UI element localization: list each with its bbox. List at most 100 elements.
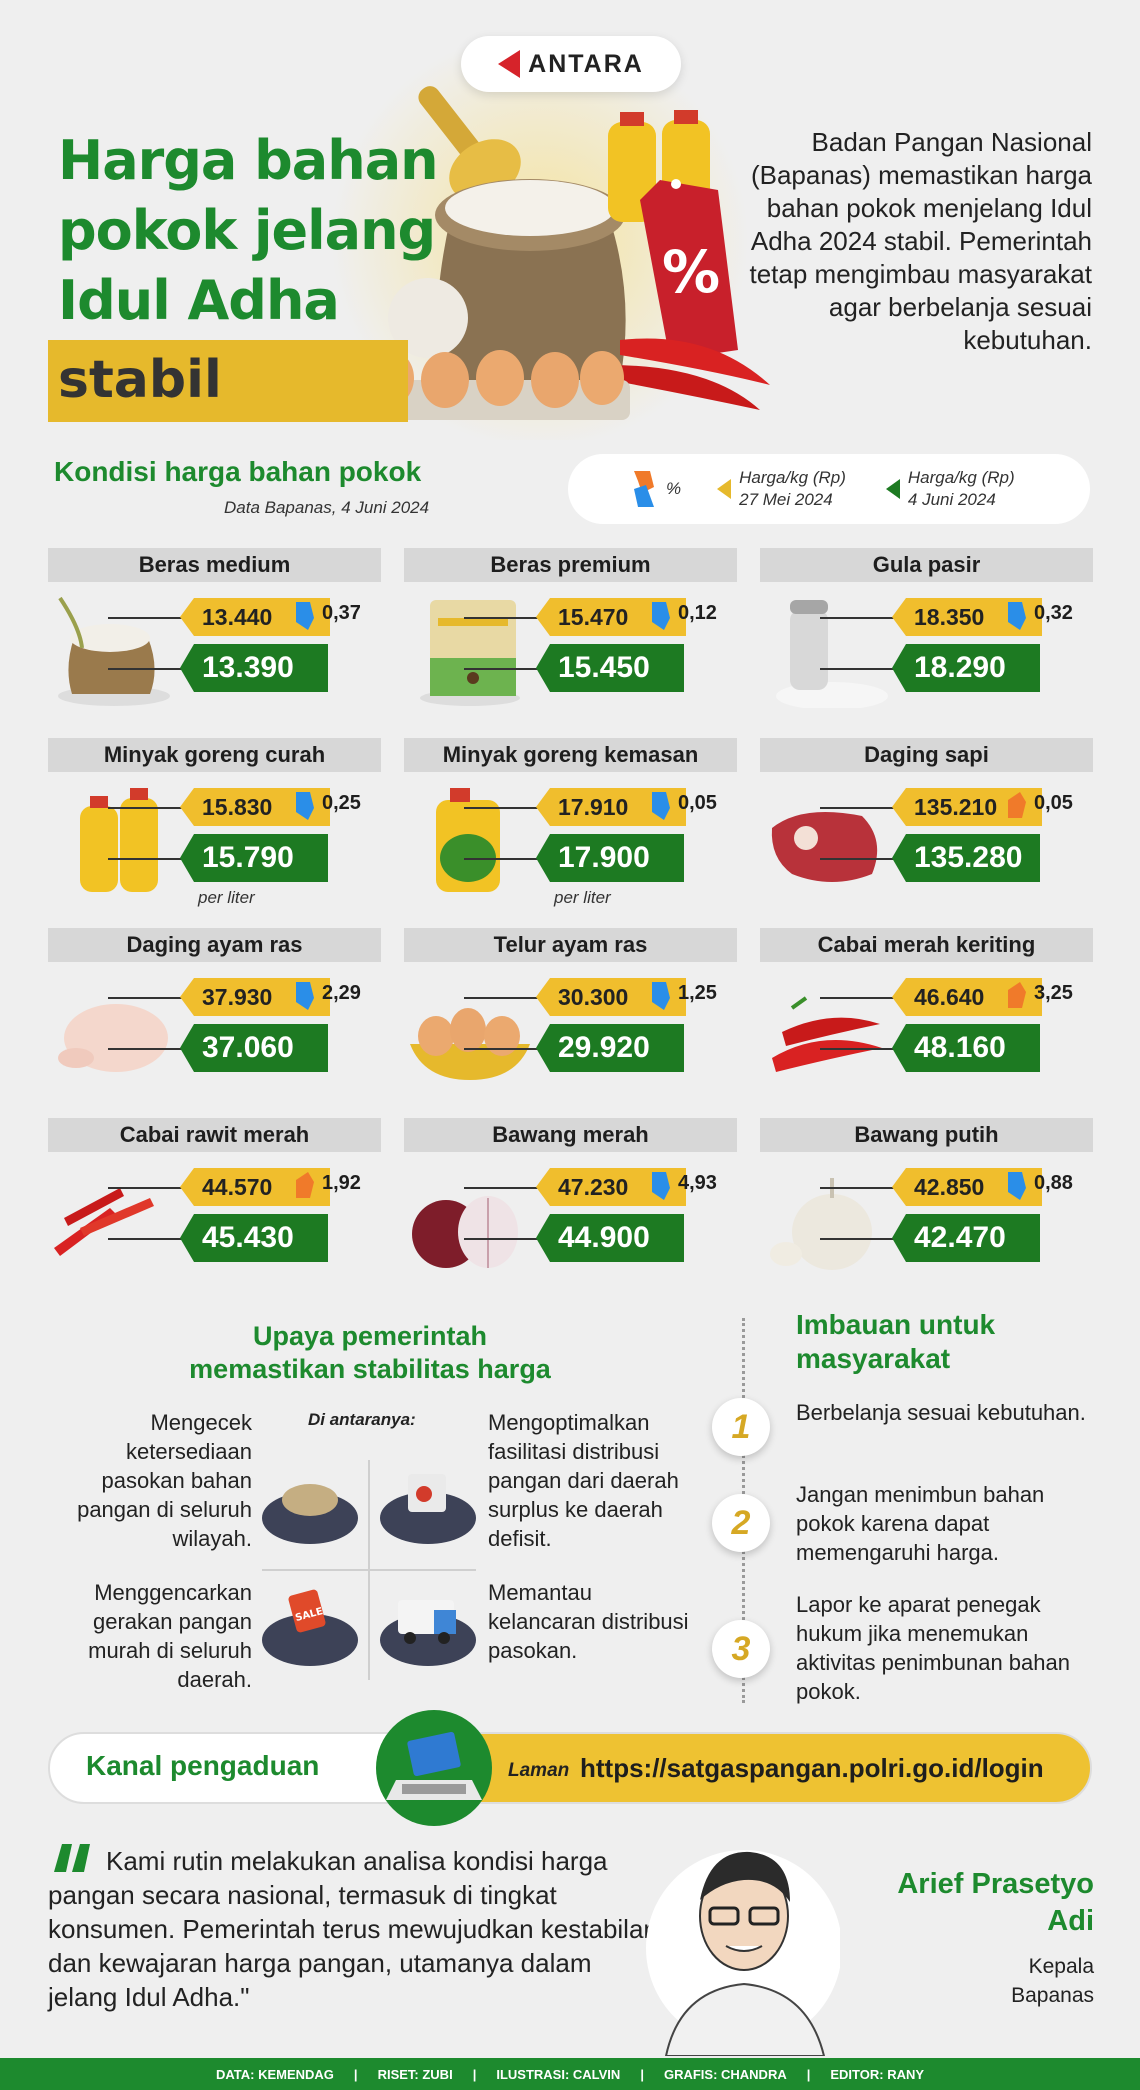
change-percent: 0,88 <box>1034 1172 1073 1194</box>
new-price: 135.280 <box>892 834 1040 882</box>
highlight-bar <box>48 340 408 422</box>
commodity-card: Telur ayam ras 30.300 29.920 1,25 <box>404 928 737 1098</box>
commodity-card: Gula pasir 18.350 18.290 0,32 <box>760 548 1093 718</box>
rice-sack-icon <box>58 596 170 706</box>
new-price: 29.920 <box>536 1024 684 1072</box>
change-percent: 0,12 <box>678 602 717 624</box>
commodity-name: Minyak goreng curah <box>48 738 381 772</box>
commodity-name: Bawang merah <box>404 1118 737 1152</box>
credits-footer: DATA: KEMENDAG | RISET: ZUBI | ILUSTRASI… <box>0 2058 1140 2090</box>
upaya-subtitle: Di antaranya: <box>308 1410 416 1429</box>
imbauan-item-2: Jangan menimbun bahan pokok karena dapat… <box>796 1482 1045 1565</box>
change-percent: 0,05 <box>678 792 717 814</box>
chili-icon <box>620 338 770 385</box>
new-price: 15.790 <box>180 834 328 882</box>
upaya-point-4: Memantau kelancaran distribusi pasokan. <box>488 1580 689 1663</box>
change-percent: 1,92 <box>322 1172 361 1194</box>
section-title-kondisi: Kondisi harga bahan pokok <box>54 456 422 487</box>
curly-chili-icon <box>772 996 882 1072</box>
commodity-name: Telur ayam ras <box>404 928 737 962</box>
complaint-channel-label: Kanal pengaduan <box>86 1750 320 1781</box>
commodity-name: Cabai merah keriting <box>760 928 1093 962</box>
distribution-map-icon <box>380 1474 476 1544</box>
commodity-card: Cabai rawit merah 44.570 45.430 1,92 <box>48 1118 381 1288</box>
new-price: 37.060 <box>180 1024 328 1072</box>
commodity-card: Minyak goreng kemasan 17.910 17.900 0,05… <box>404 738 737 908</box>
yellow-tag-icon <box>717 479 732 499</box>
rice-sack-icon <box>436 220 626 380</box>
credit-grafis: GRAFIS: CHANDRA <box>663 2066 787 2082</box>
commodity-name: Bawang putih <box>760 1118 1093 1152</box>
change-percent: 3,25 <box>1034 982 1073 1004</box>
quote-text: Kami rutin melakukan analisa kondisi har… <box>48 1846 658 2012</box>
upaya-point-1: Mengecek ketersediaan pasokan bahan pang… <box>77 1410 252 1551</box>
change-percent: 0,32 <box>1034 602 1073 624</box>
commodity-name: Minyak goreng kemasan <box>404 738 737 772</box>
price-down-arrow-icon <box>296 602 314 630</box>
credit-editor: EDITOR: RANY <box>830 2066 925 2082</box>
section-title-imbauan: Imbauan untuk masyarakat <box>796 1309 996 1374</box>
antara-logo-text: ANTARA <box>528 49 644 78</box>
title-line2: pokok jelang <box>58 199 436 262</box>
commodity-name: Cabai rawit merah <box>48 1118 381 1152</box>
imbauan-item-1: Berbelanja sesuai kebutuhan. <box>796 1400 1086 1425</box>
eggs-basket-icon <box>410 1008 530 1080</box>
change-percent: 2,29 <box>322 982 361 1004</box>
stock-sacks-icon <box>262 1484 358 1544</box>
section-title-upaya: Upaya pemerintah memastikan stabilitas h… <box>189 1321 551 1384</box>
change-percent: 0,25 <box>322 792 361 814</box>
upaya-icons: SALE <box>262 1460 476 1680</box>
complaint-url-link[interactable]: https://satgaspangan.polri.go.id/login <box>580 1753 1044 1783</box>
sale-sign-icon: SALE <box>262 1589 358 1666</box>
bird-chili-icon <box>54 1188 154 1256</box>
commodity-name: Beras medium <box>48 548 381 582</box>
scoop-icon <box>418 86 484 163</box>
price-down-arrow-icon <box>652 1172 670 1200</box>
credit-riset: RISET: ZUBI <box>377 2066 453 2082</box>
unit-label: per liter <box>554 888 611 907</box>
legend-pct: % <box>628 467 681 511</box>
data-source: Data Bapanas, 4 Juni 2024 <box>224 498 430 517</box>
new-price: 45.430 <box>180 1214 328 1262</box>
credit-data: DATA: KEMENDAG <box>215 2066 334 2082</box>
new-price: 13.390 <box>180 644 328 692</box>
laptop-icon <box>386 1731 482 1800</box>
website-prefix: Laman <box>508 1760 570 1781</box>
antara-logo: ANTARA <box>461 36 681 92</box>
step-number-1: 1 <box>712 1398 770 1456</box>
commodity-card: Minyak goreng curah 15.830 15.790 0,25 p… <box>48 738 381 908</box>
step-number-3: 3 <box>712 1620 770 1678</box>
price-down-arrow-icon <box>652 602 670 630</box>
price-down-arrow-icon <box>1008 1172 1026 1200</box>
commodity-card: Beras premium 15.470 15.450 0,12 <box>404 548 737 718</box>
commodity-name: Beras premium <box>404 548 737 582</box>
beef-icon <box>771 812 878 882</box>
change-percent: 4,93 <box>678 1172 717 1194</box>
chicken-icon <box>58 1004 168 1072</box>
legend: % Harga/kg (Rp) 27 Mei 2024 Harga/kg (Rp… <box>568 454 1090 524</box>
price-down-arrow-icon <box>296 792 314 820</box>
title-line3: Idul Adha <box>58 269 340 332</box>
commodity-name: Daging sapi <box>760 738 1093 772</box>
commodity-name: Daging ayam ras <box>48 928 381 962</box>
new-price: 17.900 <box>536 834 684 882</box>
upaya-point-2: Mengoptimalkan fasilitasi distribusi pan… <box>488 1410 679 1551</box>
commodity-card: Daging ayam ras 37.930 37.060 2,29 <box>48 928 381 1098</box>
intro-text: Badan Pangan Nasional (Bapanas) memastik… <box>749 127 1092 355</box>
price-up-arrow-icon <box>296 1172 314 1198</box>
commodity-card: Beras medium 13.440 13.390 0,37 <box>48 548 381 718</box>
price-down-arrow-icon <box>296 982 314 1010</box>
page-title: Harga bahan pokok jelang Idul Adha <box>58 126 439 336</box>
new-price: 18.290 <box>892 644 1040 692</box>
garlic-icon <box>770 1178 872 1270</box>
oil-jerrycan-icon <box>436 788 500 892</box>
up-down-arrow-icon <box>634 471 654 507</box>
legend-new-price: Harga/kg (Rp) 4 Juni 2024 <box>885 467 1015 511</box>
credit-ilustrasi: ILUSTRASI: CALVIN <box>496 2066 621 2082</box>
imbauan-item-3: Lapor ke aparat penegak hukum jika menem… <box>796 1592 1070 1704</box>
antara-logo-mark-icon <box>498 50 521 78</box>
title-line1: Harga bahan <box>58 129 439 192</box>
speaker-role: Kepala Bapanas <box>1011 1955 1094 2007</box>
change-percent: 1,25 <box>678 982 717 1004</box>
commodity-card: Cabai merah keriting 46.640 48.160 3,25 <box>760 928 1093 1098</box>
